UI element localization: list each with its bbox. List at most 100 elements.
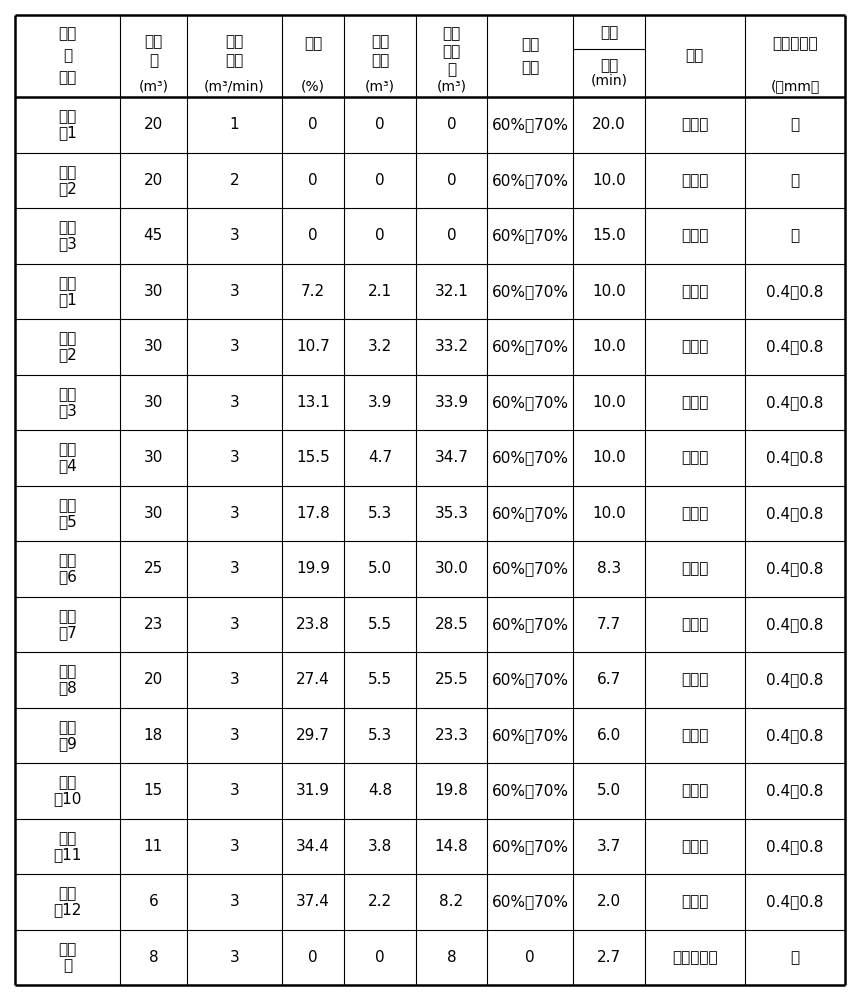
Text: 泡沫液: 泡沫液 xyxy=(681,617,709,632)
Text: 泡沫液: 泡沫液 xyxy=(681,561,709,576)
Text: 6.7: 6.7 xyxy=(597,672,621,687)
Text: 3.2: 3.2 xyxy=(368,339,392,354)
Text: 60%⁲70%: 60%⁲70% xyxy=(492,284,569,299)
Text: (m³): (m³) xyxy=(139,79,168,93)
Text: 无: 无 xyxy=(790,117,799,132)
Text: 泡沫液: 泡沫液 xyxy=(681,228,709,243)
Text: 0: 0 xyxy=(446,173,457,188)
Text: 5.0: 5.0 xyxy=(597,783,621,798)
Text: 液6: 液6 xyxy=(58,569,77,584)
Text: 携沙: 携沙 xyxy=(58,831,77,846)
Text: 无: 无 xyxy=(790,228,799,243)
Text: 阶段: 阶段 xyxy=(442,26,461,41)
Text: 5.3: 5.3 xyxy=(368,506,392,521)
Text: (min): (min) xyxy=(591,74,628,88)
Text: 液: 液 xyxy=(63,958,72,973)
Text: 2.2: 2.2 xyxy=(368,894,392,909)
Text: 阶段: 阶段 xyxy=(371,34,389,49)
Text: 0.4⁲0.8: 0.4⁲0.8 xyxy=(766,450,823,465)
Text: 60%⁲70%: 60%⁲70% xyxy=(492,839,569,854)
Text: 30: 30 xyxy=(144,395,163,410)
Text: 10.0: 10.0 xyxy=(592,339,626,354)
Text: 液2: 液2 xyxy=(58,181,77,196)
Text: 携沙: 携沙 xyxy=(58,331,77,346)
Text: 3: 3 xyxy=(229,783,239,798)
Text: 3: 3 xyxy=(229,339,239,354)
Text: 液8: 液8 xyxy=(58,680,77,695)
Text: 5.5: 5.5 xyxy=(368,672,392,687)
Text: 60%⁲70%: 60%⁲70% xyxy=(492,173,569,188)
Text: 60%⁲70%: 60%⁲70% xyxy=(492,783,569,798)
Text: 3: 3 xyxy=(229,672,239,687)
Text: 25.5: 25.5 xyxy=(434,672,469,687)
Text: 压裂: 压裂 xyxy=(58,26,77,41)
Text: 8: 8 xyxy=(446,950,457,965)
Text: 30: 30 xyxy=(144,450,163,465)
Text: 5.5: 5.5 xyxy=(368,617,392,632)
Text: 量: 量 xyxy=(447,62,456,77)
Text: 0: 0 xyxy=(446,117,457,132)
Text: 备注: 备注 xyxy=(686,48,704,64)
Text: 7.2: 7.2 xyxy=(301,284,325,299)
Text: 3.7: 3.7 xyxy=(597,839,621,854)
Text: 34.4: 34.4 xyxy=(296,839,330,854)
Text: 0: 0 xyxy=(375,173,385,188)
Text: 液1: 液1 xyxy=(58,125,77,140)
Text: 排量: 排量 xyxy=(226,53,244,68)
Text: 顶替: 顶替 xyxy=(58,942,77,957)
Text: 13.1: 13.1 xyxy=(296,395,330,410)
Text: 0.4⁲0.8: 0.4⁲0.8 xyxy=(766,894,823,909)
Text: 33.2: 33.2 xyxy=(434,339,469,354)
Text: 10.0: 10.0 xyxy=(592,395,626,410)
Text: 无: 无 xyxy=(790,950,799,965)
Text: (m³): (m³) xyxy=(365,79,395,93)
Text: 携沙: 携沙 xyxy=(58,664,77,679)
Text: 10.0: 10.0 xyxy=(592,284,626,299)
Text: 23.8: 23.8 xyxy=(296,617,330,632)
Text: 10.0: 10.0 xyxy=(592,173,626,188)
Text: 6.0: 6.0 xyxy=(597,728,621,743)
Text: 3: 3 xyxy=(229,617,239,632)
Text: 20: 20 xyxy=(144,173,163,188)
Text: 液7: 液7 xyxy=(58,625,77,640)
Text: 液1: 液1 xyxy=(58,292,77,307)
Text: 3: 3 xyxy=(229,395,239,410)
Text: 3: 3 xyxy=(229,228,239,243)
Text: 前置: 前置 xyxy=(58,220,77,235)
Text: 0.4⁲0.8: 0.4⁲0.8 xyxy=(766,617,823,632)
Text: 携沙: 携沙 xyxy=(58,775,77,790)
Text: 液10: 液10 xyxy=(53,791,82,806)
Text: 3.9: 3.9 xyxy=(368,395,392,410)
Text: 泡沫液: 泡沫液 xyxy=(681,506,709,521)
Text: 15.0: 15.0 xyxy=(592,228,626,243)
Text: 支撑剂粒径: 支撑剂粒径 xyxy=(772,36,817,51)
Text: 3.8: 3.8 xyxy=(368,839,392,854)
Text: 37.4: 37.4 xyxy=(296,894,330,909)
Text: 0: 0 xyxy=(525,950,535,965)
Text: 10.7: 10.7 xyxy=(296,339,330,354)
Text: 2.0: 2.0 xyxy=(597,894,621,909)
Text: 0.4⁲0.8: 0.4⁲0.8 xyxy=(766,728,823,743)
Text: 0: 0 xyxy=(375,228,385,243)
Text: 泡沫液: 泡沫液 xyxy=(681,894,709,909)
Text: 0.4⁲0.8: 0.4⁲0.8 xyxy=(766,839,823,854)
Text: 18: 18 xyxy=(144,728,163,743)
Text: 携沙: 携沙 xyxy=(58,886,77,901)
Text: 32.1: 32.1 xyxy=(434,284,469,299)
Text: 0: 0 xyxy=(309,173,318,188)
Text: 3: 3 xyxy=(229,950,239,965)
Text: 60%⁲70%: 60%⁲70% xyxy=(492,395,569,410)
Text: 14.8: 14.8 xyxy=(434,839,469,854)
Text: 泡沫液: 泡沫液 xyxy=(681,783,709,798)
Text: 液5: 液5 xyxy=(58,514,77,529)
Text: 4.7: 4.7 xyxy=(368,450,392,465)
Text: 0: 0 xyxy=(309,117,318,132)
Text: 0.4⁲0.8: 0.4⁲0.8 xyxy=(766,506,823,521)
Text: 10.0: 10.0 xyxy=(592,506,626,521)
Text: 10.0: 10.0 xyxy=(592,450,626,465)
Text: 泡沫液: 泡沫液 xyxy=(681,450,709,465)
Text: 8: 8 xyxy=(149,950,158,965)
Text: 沙量: 沙量 xyxy=(371,53,389,68)
Text: 25: 25 xyxy=(144,561,163,576)
Text: 3: 3 xyxy=(229,839,239,854)
